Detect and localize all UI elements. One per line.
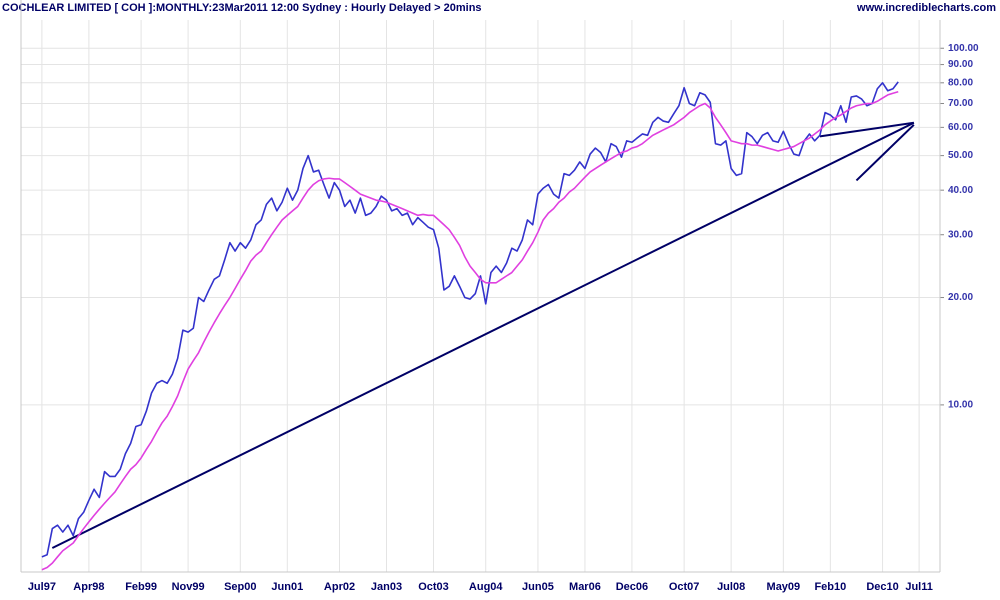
x-tick-label: Nov99: [172, 581, 205, 593]
source: www.incrediblecharts.com: [856, 2, 996, 14]
x-tick-label: Jul97: [28, 581, 56, 593]
y-tick-label: 60.00: [948, 122, 973, 133]
y-tick-label: 50.00: [948, 150, 973, 161]
x-tick-label: Jan03: [371, 581, 402, 593]
x-tick-label: Sep00: [224, 581, 256, 593]
series-line: [41, 81, 899, 558]
x-tick-label: Oct07: [669, 581, 700, 593]
trendline: [819, 121, 915, 138]
y-tick-label: 70.00: [948, 98, 973, 109]
y-tick-label: 20.00: [948, 292, 973, 303]
x-tick-label: Jul08: [717, 581, 745, 593]
y-tick-label: 30.00: [948, 229, 973, 240]
x-tick-label: Feb99: [125, 581, 157, 593]
x-tick-label: Mar06: [569, 581, 601, 593]
trendline: [51, 121, 915, 549]
x-tick-label: Apr98: [73, 581, 104, 593]
x-tick-label: Dec06: [616, 581, 648, 593]
x-tick-label: May09: [767, 581, 801, 593]
trendline: [855, 124, 915, 182]
x-tick-label: Jun05: [522, 581, 554, 593]
x-tick-label: Jul11: [905, 581, 933, 593]
x-tick-label: Aug04: [469, 581, 504, 593]
x-tick-label: Dec10: [866, 581, 898, 593]
y-tick-label: 10.00: [948, 400, 973, 411]
x-tick-label: Feb10: [814, 581, 846, 593]
series-line: [41, 90, 899, 571]
x-tick-label: Oct03: [418, 581, 449, 593]
y-tick-label: 80.00: [948, 77, 973, 88]
chart-title: COCHLEAR LIMITED [ COH ]:MONTHLY:23Mar20…: [2, 2, 482, 14]
y-tick-label: 100.00: [948, 43, 979, 54]
y-tick-label: 40.00: [948, 185, 973, 196]
x-tick-label: Jun01: [271, 581, 303, 593]
y-tick-label: 90.00: [948, 59, 973, 70]
x-tick-label: Apr02: [324, 581, 355, 593]
